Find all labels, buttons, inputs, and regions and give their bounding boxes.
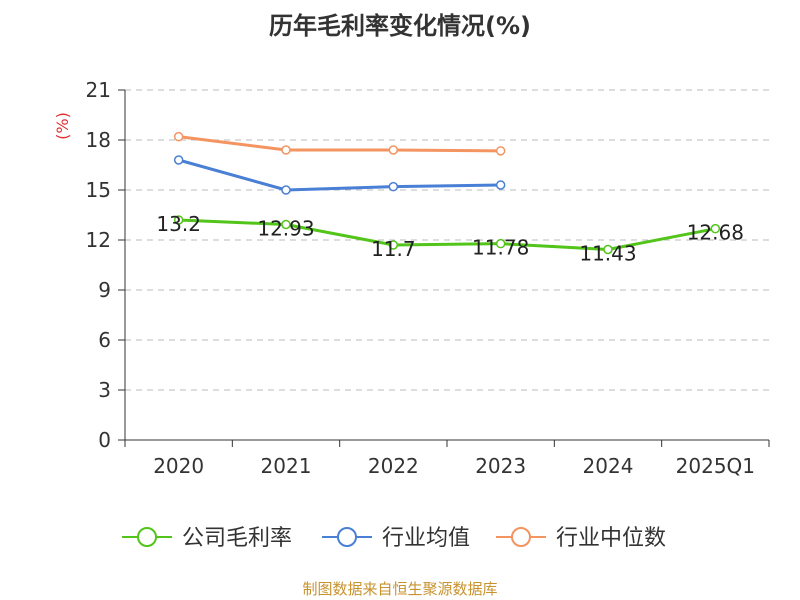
y-tick-label: 6	[98, 328, 111, 352]
legend-label: 公司毛利率	[182, 526, 292, 551]
data-point	[388, 240, 399, 250]
data-point	[388, 181, 399, 192]
series-line	[178, 135, 501, 153]
data-point	[388, 145, 399, 155]
legend-marker-icon	[337, 527, 357, 547]
legend-label: 行业均值	[382, 526, 470, 551]
data-point	[495, 146, 506, 156]
data-label: 11.7	[371, 237, 416, 261]
y-tick-label: 18	[86, 128, 111, 152]
data-point	[495, 180, 506, 190]
legend-item[interactable]: 行业中位数	[496, 526, 666, 551]
x-tick-label: 2024	[583, 454, 634, 478]
data-labels: 13.2 12.93 11.7 11.78 11.43 12.68	[156, 212, 744, 266]
legend-marker-icon	[511, 527, 531, 547]
legend-item[interactable]: 行业均值	[322, 526, 470, 551]
y-tick-label: 15	[86, 178, 111, 202]
x-tick-label: 2020	[153, 454, 204, 478]
data-point	[603, 244, 613, 255]
data-point	[173, 215, 184, 225]
data-label: 11.43	[579, 242, 636, 266]
chart-title: 历年毛利率变化情况(%)	[269, 12, 531, 40]
series-line	[178, 158, 501, 192]
data-point	[281, 219, 291, 230]
series-lines	[173, 131, 721, 255]
x-tick-label: 2025Q1	[676, 454, 755, 478]
legend-item[interactable]: 公司毛利率	[122, 526, 292, 551]
axes: 0 3 6 9 12 15 18 21 (%) 2020 2021 2022 2023 2024 2025Q…	[53, 78, 770, 478]
data-point	[710, 223, 721, 234]
data-point	[173, 131, 184, 142]
data-point	[495, 238, 506, 249]
grid-lines	[125, 89, 769, 391]
data-label: 13.2	[156, 212, 201, 236]
data-point	[281, 145, 291, 155]
x-tick-label: 2021	[261, 454, 312, 478]
data-point	[173, 155, 184, 165]
legend-label: 行业中位数	[556, 526, 666, 551]
y-tick-label: 0	[98, 428, 111, 452]
source-note: 制图数据来自恒生聚源数据库	[302, 580, 498, 598]
data-label: 12.93	[257, 217, 314, 241]
data-label: 12.68	[687, 221, 744, 245]
x-tick-label: 2023	[475, 454, 526, 478]
legend-marker-icon	[137, 527, 157, 547]
y-unit-label: (%)	[53, 112, 72, 140]
y-tick-label: 21	[86, 78, 111, 102]
x-tick-label: 2022	[368, 454, 419, 478]
series-line	[178, 218, 716, 251]
y-tick-label: 3	[98, 378, 111, 402]
y-tick-label: 9	[98, 278, 111, 302]
legend[interactable]: 公司毛利率 行业均值 行业中位数	[122, 526, 666, 551]
y-tick-label: 12	[86, 228, 111, 252]
data-label: 11.78	[472, 236, 529, 260]
data-point	[281, 185, 291, 195]
